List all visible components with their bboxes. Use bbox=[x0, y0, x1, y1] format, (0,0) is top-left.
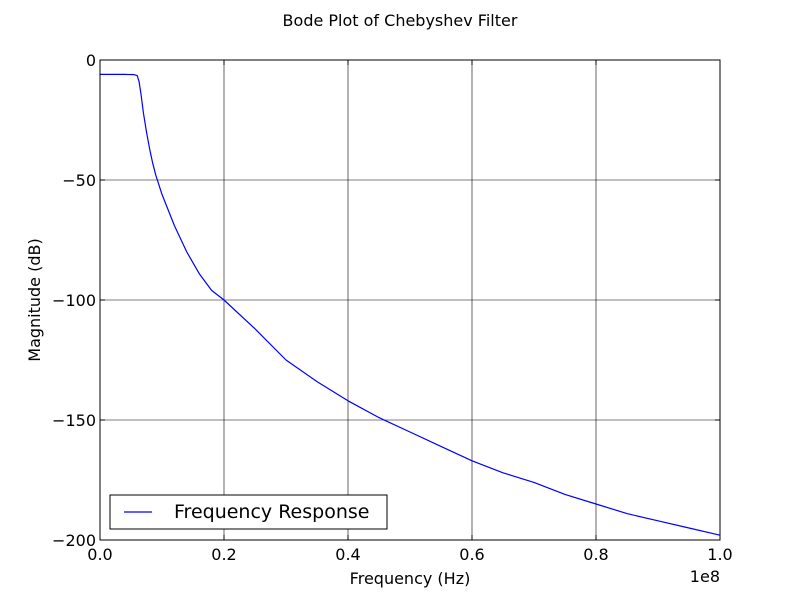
x-tick-label: 0.2 bbox=[211, 545, 236, 564]
chart-title: Bode Plot of Chebyshev Filter bbox=[283, 11, 518, 30]
series-line bbox=[100, 73, 721, 536]
x-axis-offset-label: 1e8 bbox=[690, 567, 720, 586]
y-axis-label: Magnitude (dB) bbox=[25, 238, 44, 361]
legend: Frequency Response bbox=[109, 494, 388, 530]
legend-box bbox=[109, 494, 388, 530]
x-tick-label: 0.0 bbox=[87, 545, 112, 564]
series-layer bbox=[100, 73, 721, 536]
x-tick-label: 0.6 bbox=[459, 545, 484, 564]
x-tick-label: 0.4 bbox=[335, 545, 360, 564]
y-tick-label: −200 bbox=[52, 531, 96, 550]
x-tick-label: 1.0 bbox=[707, 545, 732, 564]
legend-label: Frequency Response bbox=[174, 501, 369, 523]
y-tick-label: −100 bbox=[52, 291, 96, 310]
y-tick-label: −150 bbox=[52, 411, 96, 430]
x-axis-label: Frequency (Hz) bbox=[350, 569, 471, 588]
y-tick-label: −50 bbox=[62, 171, 96, 190]
y-tick-label: 0 bbox=[86, 51, 96, 70]
tick-layer: 0.0 0.2 0.4 0.6 0.8 1.0 0 −50 −100 −150 −200 bbox=[52, 51, 733, 564]
x-tick-label: 0.8 bbox=[583, 545, 608, 564]
